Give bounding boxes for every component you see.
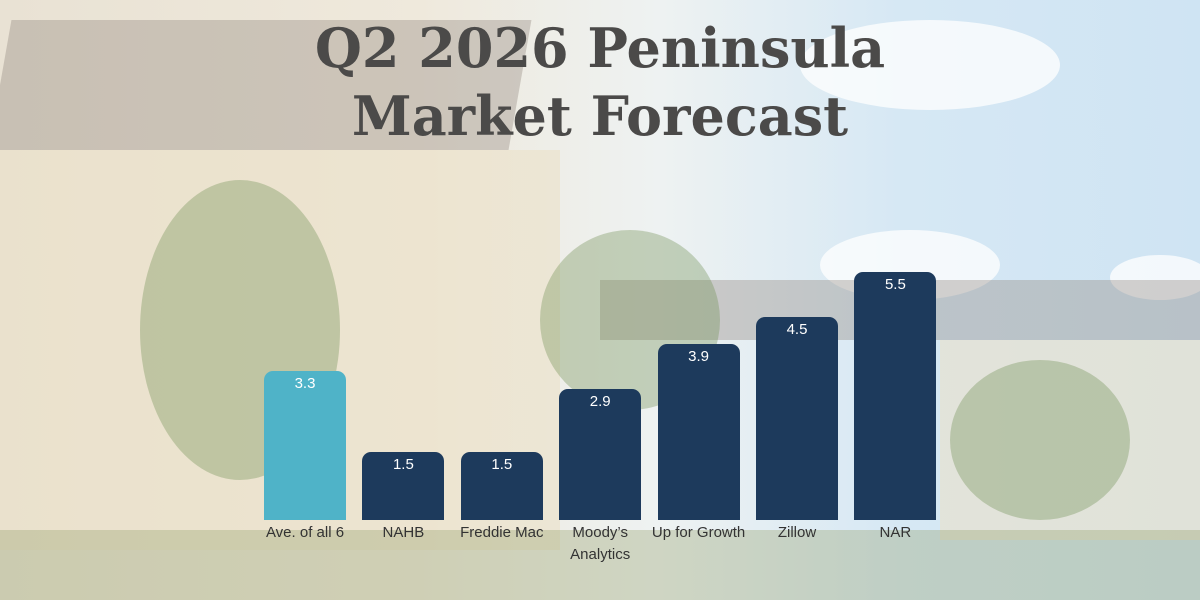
cloud-decor <box>800 20 1060 110</box>
value-label: 1.5 <box>392 456 414 474</box>
bar <box>362 452 445 520</box>
x-tick-label: Up for Growth <box>651 524 746 541</box>
bar <box>460 452 543 520</box>
bar <box>559 389 642 520</box>
value-label: 2.9 <box>589 393 611 411</box>
value-label: 5.5 <box>884 276 906 293</box>
x-tick-label: NAR <box>879 524 912 541</box>
tree-decor <box>950 360 1130 520</box>
value-label: 3.3 <box>294 375 316 393</box>
house-decor <box>940 340 1200 540</box>
ground-decor <box>0 530 1200 600</box>
value-label: 4.5 <box>786 321 808 339</box>
value-label: 1.5 <box>491 456 513 474</box>
bar <box>854 272 937 520</box>
x-tick-label: NAHB <box>382 524 425 541</box>
chart-title: Q2 2026 Peninsula Market Forecast <box>314 16 886 148</box>
x-tick-label: Ave. of all 6 <box>265 524 345 541</box>
bar <box>264 371 346 520</box>
x-tick-label: Zillow <box>777 524 817 541</box>
value-label: 3.9 <box>688 348 710 366</box>
cloud-decor <box>1110 255 1200 300</box>
x-tick-label: Freddie Mac <box>460 524 544 541</box>
bar <box>756 317 838 520</box>
x-tick-label: Moody’s Analytics <box>570 524 631 563</box>
bar <box>657 344 740 520</box>
